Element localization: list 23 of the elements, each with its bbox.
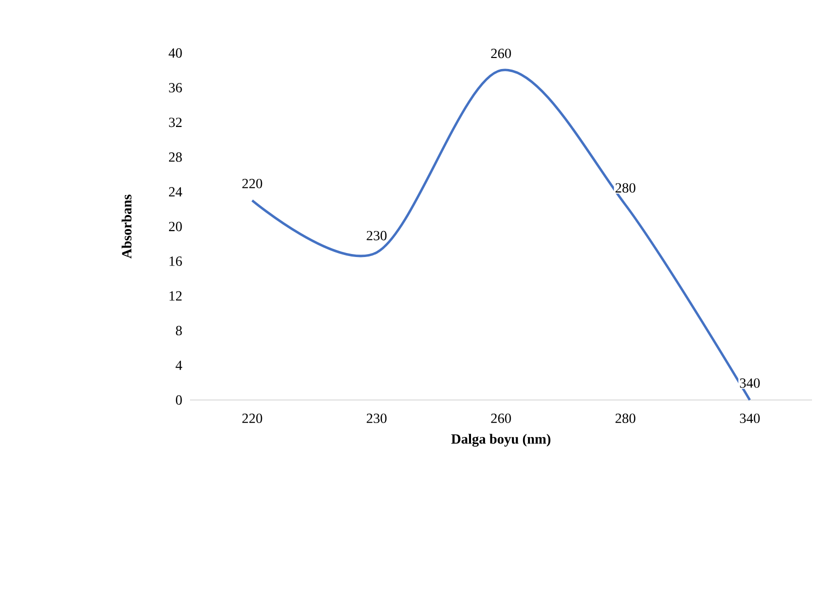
x-tick-label: 340 bbox=[740, 414, 760, 424]
y-tick-label: 36 bbox=[169, 83, 182, 92]
x-axis-title: Dalga boyu (nm) bbox=[451, 434, 550, 447]
y-tick-label: 16 bbox=[170, 256, 182, 266]
y-tick-label: 32 bbox=[169, 118, 182, 128]
x-tick-label: 220 bbox=[242, 414, 262, 424]
y-tick-label: 8 bbox=[176, 326, 182, 336]
y-tick-label: 28 bbox=[169, 152, 182, 162]
y-tick-label: 20 bbox=[169, 222, 182, 232]
y-tick-label: 12 bbox=[170, 291, 182, 301]
annotation: 230 bbox=[366, 230, 387, 240]
annotation: 340 bbox=[740, 378, 760, 388]
annotation: 220 bbox=[242, 178, 262, 188]
x-tick-label: 260 bbox=[491, 414, 511, 424]
annotation: 280 bbox=[616, 183, 636, 193]
annotation: 260 bbox=[491, 48, 511, 58]
y-axis-title: Absorbans bbox=[122, 194, 132, 259]
y-tick-label: 24 bbox=[169, 187, 182, 196]
x-tick-label: 280 bbox=[616, 414, 636, 424]
y-tick-label: 4 bbox=[176, 360, 182, 370]
x-tick-label: 230 bbox=[366, 414, 387, 424]
y-tick-label: 40 bbox=[168, 48, 182, 58]
y-tick-label: 0 bbox=[176, 395, 182, 405]
